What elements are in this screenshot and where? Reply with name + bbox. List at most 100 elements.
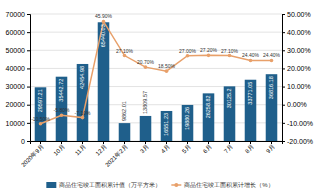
tick-label: 7月	[223, 144, 234, 155]
tick-mark	[27, 50, 30, 51]
marker	[249, 59, 253, 63]
tick: 7月	[223, 141, 234, 154]
grid-line	[30, 14, 282, 15]
legend: 商品住宅竣工面积累计值（万平方米）商品住宅竣工面积累计增长（%）	[46, 181, 273, 189]
marker	[144, 65, 148, 69]
tick: 6月	[202, 141, 213, 154]
grid-line	[30, 86, 282, 87]
marker	[102, 20, 106, 24]
bar-label: 35442.72	[58, 79, 64, 102]
tick-mark	[27, 32, 30, 33]
tick-mark	[282, 68, 285, 69]
line-label: 27.10%	[116, 48, 134, 54]
tick-label: 3月	[139, 144, 150, 155]
tick: 30000	[6, 83, 30, 90]
bar	[161, 111, 173, 141]
x-axis: 2020年9月10月11月12月2021年2月3月4月5月6月7月8月9月	[20, 141, 282, 168]
tick: 40000	[6, 65, 30, 72]
line-label: 24.40%	[242, 52, 260, 58]
tick-label: 20000	[6, 101, 26, 108]
tick: 60000	[6, 29, 30, 36]
tick-mark	[282, 14, 285, 15]
marker	[165, 69, 169, 73]
tick-mark	[27, 87, 30, 88]
tick: 8月	[244, 141, 255, 154]
bar-label: 33771.05	[247, 82, 253, 105]
tick-label: 11月	[74, 144, 87, 157]
bar-label: 13809.57	[142, 91, 148, 114]
bar-label: 9862.01	[121, 101, 127, 121]
tick-mark	[27, 123, 30, 124]
tick-mark	[282, 105, 285, 106]
tick-mark	[27, 105, 30, 106]
tick-label: 0.00%	[287, 101, 307, 108]
tick-mark	[282, 87, 285, 88]
bar	[140, 116, 152, 141]
tick: 11月	[74, 141, 87, 156]
tick-label: 20.00%	[287, 65, 311, 72]
tick: 30.00%	[282, 47, 311, 54]
grid	[30, 14, 282, 141]
grid-line	[30, 104, 282, 105]
bar-label: 30125.2	[226, 88, 232, 108]
plot: 0 10000 20000 30000 40000 50000 60000 70000 -20.…	[6, 11, 314, 168]
bar-label: 29597.21	[37, 89, 43, 112]
tick-mark	[27, 14, 30, 15]
y2-axis: -20.00% -10.00% 0.00% 10.00% 20.00% 30.00% 40.…	[282, 11, 313, 145]
marker	[270, 59, 274, 63]
tick-mark	[27, 68, 30, 69]
axis-line	[27, 15, 31, 142]
marker	[228, 54, 232, 58]
tick-label: 2021年2月	[104, 144, 129, 169]
tick-label: 0	[21, 138, 25, 145]
tick-label: 30000	[6, 83, 26, 90]
tick-mark	[27, 141, 30, 142]
tick-label: 9月	[265, 144, 276, 155]
bar	[224, 86, 236, 141]
marks	[35, 20, 278, 141]
bar-label: 16551.23	[163, 113, 169, 136]
bar-label: 65440.03	[100, 24, 106, 47]
axis-line	[31, 142, 283, 145]
tick-label: 10.00%	[287, 83, 311, 90]
marker	[60, 113, 64, 117]
tick-label: 10000	[6, 120, 26, 127]
tick: 50.00%	[282, 11, 311, 18]
legend-swatch	[46, 182, 56, 188]
tick: -10.00%	[282, 120, 313, 127]
line-label: 27.00%	[179, 48, 197, 54]
tick-label: 12月	[95, 144, 108, 157]
marker	[186, 54, 190, 58]
tick: 40.00%	[282, 29, 311, 36]
tick: 10000	[6, 120, 30, 127]
tick-mark	[282, 32, 285, 33]
tick: 12月	[95, 141, 108, 157]
tick-label: 5月	[181, 144, 192, 155]
bar	[182, 105, 194, 141]
tick: 50000	[6, 47, 30, 54]
marker	[39, 122, 43, 126]
line-label: 45.90%	[95, 13, 113, 19]
y-axis: 0 10000 20000 30000 40000 50000 60000 70000	[6, 11, 31, 145]
tick-label: 4月	[160, 144, 171, 155]
tick: 2021年2月	[104, 141, 129, 168]
tick: 5月	[181, 141, 192, 154]
bars	[35, 22, 278, 141]
bar-label: 42454.98	[79, 66, 85, 89]
grid-line	[30, 122, 282, 123]
tick: 0.00%	[282, 101, 307, 108]
tick-label: 70000	[6, 11, 26, 18]
line-label: 27.10%	[221, 48, 239, 54]
tick: 10月	[53, 141, 66, 157]
tick-label: 50000	[6, 47, 26, 54]
tick-label: 30.00%	[287, 47, 311, 54]
tick: -20.00%	[282, 138, 313, 145]
bar	[245, 80, 257, 141]
tick-label: 6月	[202, 144, 213, 155]
line-label: 20.70%	[137, 59, 155, 65]
grid-line	[30, 50, 282, 51]
data-labels: 29597.21 35442.72 42454.98 65440.03 9862.01 1…	[31, 13, 280, 135]
axis-line	[283, 15, 286, 142]
bar	[119, 123, 131, 141]
tick: 70000	[6, 11, 30, 18]
